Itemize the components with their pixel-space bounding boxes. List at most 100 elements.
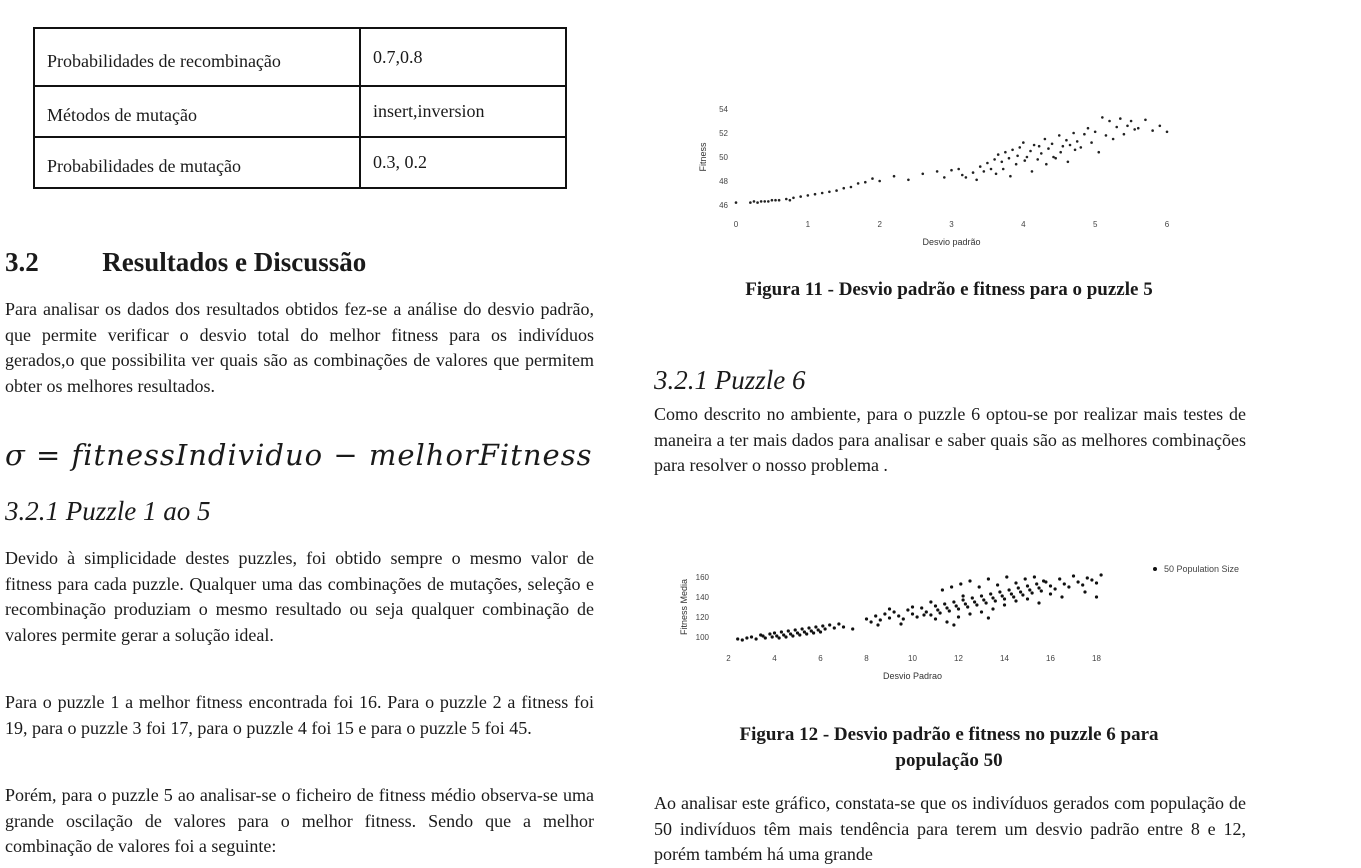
data-point — [973, 600, 977, 604]
figure-12-caption-line-2: população 50 — [895, 750, 1003, 771]
x-tick-label: 5 — [1093, 220, 1098, 229]
data-point — [1101, 116, 1104, 119]
x-tick-label: 10 — [908, 654, 917, 663]
table-row: Probabilidades de mutação 0.3, 0.2 — [33, 136, 567, 189]
paragraph-best-fitness: Para o puzzle 1 a melhor fitness encontr… — [5, 692, 594, 738]
data-point — [795, 631, 800, 635]
data-point — [1079, 146, 1083, 149]
data-point — [878, 618, 882, 622]
data-point — [1009, 592, 1013, 596]
data-point — [1014, 581, 1018, 585]
data-point — [1086, 126, 1090, 130]
data-point — [1081, 583, 1085, 587]
data-point — [1023, 577, 1027, 581]
data-point — [966, 605, 970, 609]
data-point — [1133, 128, 1136, 131]
data-point — [1126, 124, 1129, 128]
data-point — [841, 625, 846, 629]
y-tick-label: 100 — [696, 633, 710, 642]
data-point — [835, 189, 838, 192]
data-point — [952, 623, 956, 627]
data-point — [793, 628, 797, 632]
data-point — [1030, 170, 1034, 173]
data-point — [823, 627, 827, 631]
data-point — [849, 185, 853, 189]
data-point — [1094, 581, 1099, 585]
data-point — [899, 622, 903, 626]
data-point — [749, 201, 752, 204]
data-point — [1062, 582, 1066, 586]
data-point — [1014, 162, 1018, 166]
x-tick-label: 14 — [1000, 654, 1009, 663]
data-point — [800, 627, 804, 631]
data-point — [876, 623, 880, 627]
data-point — [1035, 582, 1039, 586]
data-point — [924, 610, 928, 614]
data-point — [816, 628, 820, 632]
data-point — [984, 601, 988, 605]
data-point — [950, 168, 953, 172]
data-point — [915, 615, 919, 619]
data-point — [1036, 158, 1039, 161]
data-point — [993, 158, 996, 161]
data-point — [1071, 574, 1076, 578]
data-point — [821, 624, 825, 628]
data-point — [986, 161, 989, 165]
data-point — [1025, 597, 1030, 601]
data-point — [1043, 137, 1047, 141]
data-point — [842, 186, 846, 190]
data-point — [945, 620, 949, 624]
data-point — [961, 598, 965, 602]
data-point — [1065, 138, 1068, 142]
data-point — [996, 153, 1000, 156]
section-title: Resultados e Discussão — [102, 247, 367, 277]
data-point — [761, 634, 765, 638]
data-point — [734, 201, 738, 204]
data-point — [1097, 150, 1101, 154]
data-point — [968, 612, 972, 616]
intro-paragraph: Para analisar os dados dos resultados ob… — [5, 299, 594, 396]
data-point — [970, 596, 974, 600]
data-point — [1129, 119, 1133, 123]
table-cell-value: insert,inversion — [359, 85, 567, 138]
data-point — [754, 637, 758, 641]
data-point — [777, 636, 781, 640]
subsection-puzzle-6: 3.2.1 Puzzle 6 — [654, 365, 806, 395]
data-point — [963, 602, 967, 606]
data-point — [1165, 130, 1169, 134]
data-point — [837, 622, 841, 626]
data-point — [935, 170, 939, 173]
data-point — [883, 612, 887, 616]
table-row: Métodos de mutação insert,inversion — [33, 85, 567, 138]
data-point — [960, 173, 964, 177]
data-point — [749, 635, 754, 639]
data-point — [996, 583, 1000, 587]
data-point — [756, 201, 759, 204]
data-point — [929, 600, 933, 604]
data-point — [1144, 118, 1147, 122]
data-point — [1054, 156, 1057, 160]
y-tick-label: 160 — [696, 573, 710, 582]
data-point — [1016, 154, 1019, 158]
data-point — [1136, 126, 1140, 130]
data-point — [1050, 142, 1054, 146]
parameter-table-body: Probabilidades de recombinação 0.7,0.8 Mét… — [33, 27, 567, 189]
data-point — [1115, 125, 1119, 129]
data-point — [901, 617, 905, 621]
data-point — [1057, 134, 1061, 137]
data-point — [977, 585, 981, 589]
figure-11-caption: Figura 11 - Desvio padrão e fitness para… — [745, 279, 1153, 300]
data-point — [1053, 587, 1057, 591]
data-point — [1009, 174, 1012, 178]
section-heading: 3.2 Resultados e Discussão — [5, 247, 366, 278]
data-point — [799, 195, 802, 198]
data-point — [768, 632, 772, 636]
data-point — [1104, 134, 1108, 137]
data-point — [767, 200, 770, 203]
data-point — [1076, 580, 1080, 584]
data-point — [936, 608, 940, 612]
data-point — [982, 598, 986, 602]
data-point — [1011, 148, 1014, 152]
x-tick-label: 16 — [1046, 654, 1055, 663]
data-point — [1028, 588, 1032, 592]
